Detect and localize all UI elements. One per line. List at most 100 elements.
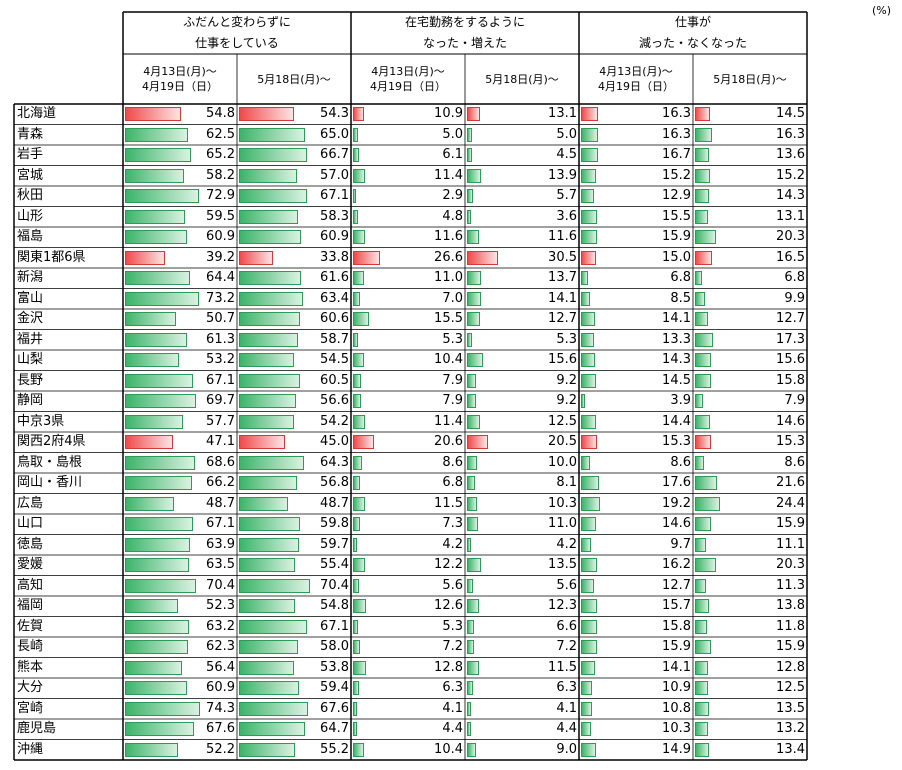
value-label: 59.5 (206, 208, 235, 224)
region-label: 新潟 (17, 270, 44, 285)
region-label: 宮崎 (17, 700, 44, 716)
region-label: 金沢 (17, 311, 44, 326)
value-label: 20.3 (776, 229, 805, 244)
value-bar (125, 496, 175, 511)
value-label: 15.9 (662, 639, 691, 654)
period-header: 4月13日(月)～ 4月19日（日） (579, 54, 693, 104)
value-label: 54.5 (320, 352, 349, 367)
value-label: 50.7 (206, 311, 235, 326)
value-bar (695, 250, 712, 265)
value-bar (581, 599, 597, 613)
value-bar (467, 599, 480, 613)
value-bar (581, 373, 596, 388)
value-label: 15.8 (662, 618, 691, 634)
region-label: 長野 (17, 372, 44, 388)
value-label: 12.2 (434, 557, 463, 572)
value-label: 10.9 (434, 106, 463, 121)
value-label: 2.9 (442, 188, 463, 203)
value-label: 5.6 (556, 577, 577, 593)
value-bar (695, 681, 708, 695)
value-bar (125, 127, 189, 142)
value-bar (695, 230, 716, 244)
region-label: 山梨 (17, 352, 44, 367)
value-bar (695, 291, 706, 306)
value-label: 16.3 (662, 106, 691, 121)
value-label: 6.8 (442, 475, 463, 490)
value-bar (125, 435, 173, 449)
value-bar (125, 209, 186, 224)
period-header: 5月18日(月)～ (465, 54, 579, 104)
value-bar (581, 722, 592, 736)
value-bar (239, 619, 307, 634)
value-label: 11.6 (434, 229, 463, 244)
value-bar (695, 619, 707, 634)
value-bar (695, 722, 709, 736)
value-label: 67.6 (320, 700, 349, 716)
value-bar (467, 742, 477, 757)
value-label: 16.5 (776, 249, 805, 265)
value-bar (353, 742, 364, 757)
value-label: 67.1 (320, 618, 349, 634)
value-label: 60.9 (206, 229, 235, 244)
value-label: 54.2 (320, 413, 349, 429)
value-bar (353, 373, 361, 388)
value-bar (581, 230, 598, 244)
value-label: 67.1 (206, 516, 235, 531)
value-label: 4.4 (442, 721, 463, 736)
region-label: 北海道 (17, 106, 57, 121)
value-bar (125, 189, 199, 203)
value-label: 6.6 (556, 618, 577, 634)
value-label: 8.5 (670, 290, 691, 306)
value-label: 58.0 (320, 639, 349, 654)
value-label: 20.6 (434, 434, 463, 449)
value-bar (239, 517, 300, 531)
value-bar (581, 640, 598, 654)
value-label: 53.2 (206, 352, 235, 367)
value-bar (125, 619, 190, 634)
value-bar (467, 435, 488, 449)
value-bar (581, 168, 597, 183)
region-label: 鹿児島 (17, 721, 57, 736)
value-label: 15.6 (548, 352, 577, 367)
value-label: 11.0 (548, 516, 577, 531)
value-bar (353, 435, 374, 449)
value-label: 55.2 (320, 741, 349, 757)
value-bar (239, 168, 297, 183)
value-label: 11.6 (548, 229, 577, 244)
value-label: 8.6 (670, 454, 691, 470)
value-bar (125, 353, 179, 367)
value-label: 67.6 (206, 721, 235, 736)
value-bar (467, 189, 473, 203)
value-bar (695, 353, 711, 367)
value-bar (353, 250, 380, 265)
value-label: 7.2 (556, 639, 577, 654)
value-label: 62.3 (206, 639, 235, 654)
value-bar (467, 558, 481, 572)
value-label: 12.6 (434, 598, 463, 613)
value-label: 13.8 (776, 598, 805, 613)
value-label: 8.6 (442, 454, 463, 470)
value-bar (695, 189, 710, 203)
value-label: 12.8 (776, 659, 805, 675)
value-label: 58.7 (320, 331, 349, 347)
value-label: 54.3 (320, 106, 349, 121)
value-label: 14.3 (662, 352, 691, 367)
value-label: 9.2 (556, 393, 577, 408)
value-bar (467, 701, 472, 716)
value-bar (125, 107, 181, 121)
region-label: 関東1都6県 (17, 249, 86, 265)
value-label: 68.6 (206, 454, 235, 470)
value-label: 30.5 (548, 249, 577, 265)
value-label: 63.4 (320, 290, 349, 306)
group-header-line: 在宅勤務をするように (404, 15, 525, 29)
value-bar (695, 271, 702, 285)
value-bar (467, 537, 472, 552)
value-label: 4.1 (556, 700, 577, 716)
value-bar (581, 312, 596, 326)
value-label: 12.9 (662, 188, 691, 203)
region-label: 静岡 (17, 393, 44, 408)
value-label: 14.4 (662, 413, 691, 429)
value-bar (125, 701, 201, 716)
value-label: 7.3 (442, 516, 463, 531)
